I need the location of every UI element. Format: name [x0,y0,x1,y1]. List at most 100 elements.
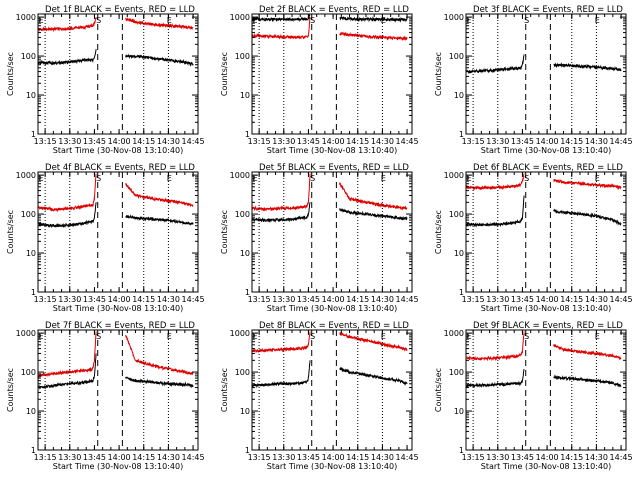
series-line-lld-1 [38,331,97,378]
y-tick-label: 100 [235,210,250,219]
y-tick-label: 10 [240,91,250,100]
x-tick-label: 14:45 [182,295,205,304]
y-tick-label: 1000 [230,171,250,180]
series-line-events-1 [252,202,311,224]
y-tick-label: 1000 [16,13,36,22]
y-tick-label: 1 [31,130,36,139]
x-axis-label: Start Time (30-Nov-08 13:10:40) [481,146,611,155]
y-tick-label: 1000 [230,329,250,338]
series-line-events-2 [339,16,408,23]
y-tick-label: 1 [245,446,250,455]
marker-label-s: S [310,16,315,25]
series-line-events-2 [553,374,622,388]
plot-frame [37,329,199,451]
marker-label-e: E [595,174,600,183]
x-tick-label: 14:45 [396,137,419,146]
series-line-lld-2 [553,344,622,361]
x-tick-label: 13:30 [58,295,81,304]
y-tick-label: 100 [235,52,250,61]
y-tick-label: 1 [459,130,464,139]
y-tick-label: 1000 [16,171,36,180]
x-tick-label: 14:30 [585,137,608,146]
x-tick-label: 14:15 [560,453,583,462]
marker-label-e: E [167,16,172,25]
marker-label-s: S [310,332,315,341]
x-tick-label: 13:15 [462,137,485,146]
x-tick-label: 13:45 [297,137,320,146]
x-tick-label: 14:15 [132,137,155,146]
x-tick-label: 13:30 [272,295,295,304]
series-line-events-1 [466,368,525,389]
x-tick-label: 14:15 [560,295,583,304]
x-tick-label: 14:00 [322,295,345,304]
chart-title: Det 6f BLACK = Events, RED = LLD [473,163,623,173]
x-tick-label: 14:30 [371,137,394,146]
x-axis-label: Start Time (30-Nov-08 13:10:40) [481,462,611,471]
plot-frame [465,329,627,451]
x-axis-label: Start Time (30-Nov-08 13:10:40) [267,462,397,471]
y-axis-label: Counts/sec [220,52,229,96]
chart-title: Det 3f BLACK = Events, RED = LLD [473,5,623,15]
series-line-lld-2 [339,332,408,352]
x-tick-label: 14:30 [585,453,608,462]
marker-label-s: S [96,174,101,183]
y-tick-label: 1 [245,288,250,297]
x-tick-label: 14:00 [536,137,559,146]
series-line-events-1 [466,54,525,75]
series-line-events-2 [339,366,408,386]
x-axis-label: Start Time (30-Nov-08 13:10:40) [481,304,611,313]
marker-label-e: E [381,174,386,183]
x-tick-label: 13:45 [511,137,534,146]
x-axis-label: Start Time (30-Nov-08 13:10:40) [53,462,183,471]
x-tick-label: 14:30 [157,295,180,304]
y-tick-label: 1000 [444,171,464,180]
x-tick-label: 14:30 [585,295,608,304]
series-line-lld-2 [125,334,194,376]
x-tick-label: 13:45 [83,295,106,304]
x-tick-label: 13:30 [58,453,81,462]
series-line-events-1 [38,353,97,390]
marker-label-e: E [253,16,258,25]
y-axis-label: Counts/sec [434,210,443,254]
plot-frame [251,13,413,135]
series-line-lld-1 [252,331,311,354]
chart-title: Det 5f BLACK = Events, RED = LLD [259,163,409,173]
marker-label-e: E [467,16,472,25]
chart-title: Det 7f BLACK = Events, RED = LLD [45,321,195,331]
x-tick-label: 14:00 [322,137,345,146]
x-tick-label: 13:30 [486,453,509,462]
plot-frame [465,13,627,135]
x-tick-label: 14:00 [536,295,559,304]
series-line-lld-1 [38,173,97,213]
x-tick-label: 14:00 [108,295,131,304]
x-tick-label: 13:30 [58,137,81,146]
plot-frame [37,13,199,135]
x-tick-label: 14:45 [396,295,419,304]
series-line-lld-1 [252,17,311,40]
y-tick-label: 10 [240,249,250,258]
y-tick-label: 100 [235,368,250,377]
plot-frame [251,171,413,293]
marker-label-e: E [39,332,44,341]
x-tick-label: 14:30 [371,453,394,462]
x-tick-label: 13:30 [486,295,509,304]
x-tick-label: 14:45 [182,137,205,146]
x-tick-label: 13:45 [297,453,320,462]
x-tick-label: 13:15 [34,295,57,304]
marker-label-s: S [96,16,101,25]
marker-label-s: S [524,332,529,341]
chart-title: Det 9f BLACK = Events, RED = LLD [473,321,623,331]
x-axis-label: Start Time (30-Nov-08 13:10:40) [267,146,397,155]
y-axis-label: Counts/sec [434,368,443,412]
y-tick-label: 1 [31,288,36,297]
y-tick-label: 1 [459,288,464,297]
y-tick-label: 1000 [16,329,36,338]
y-tick-label: 100 [449,368,464,377]
